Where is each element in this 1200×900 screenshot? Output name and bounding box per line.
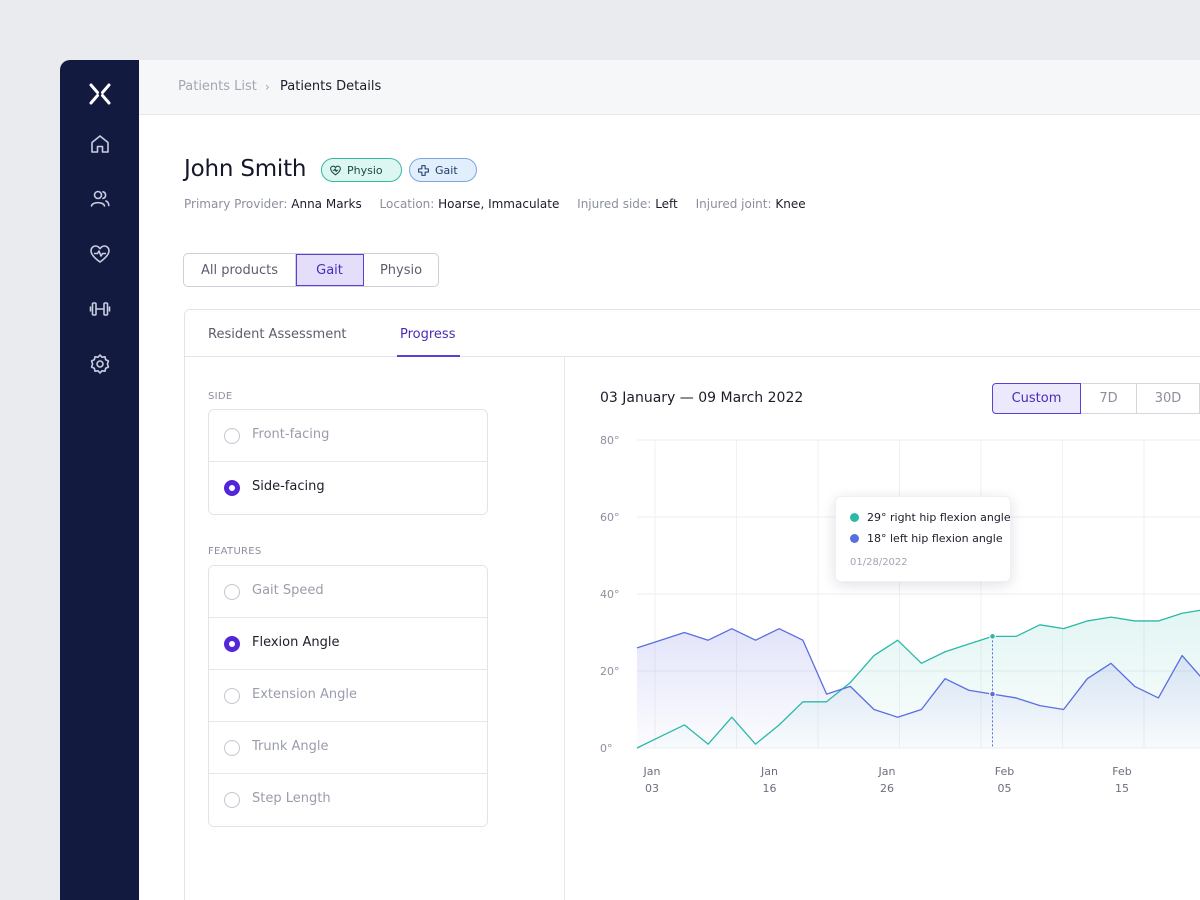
x-tick-day: 15 [1115, 782, 1129, 795]
product-filter: All products Gait Physio [183, 253, 439, 287]
x-tick-day: 03 [645, 782, 659, 795]
legend-dot [850, 513, 859, 522]
meta-value: Left [655, 197, 678, 211]
option-label: Step Length [252, 791, 331, 806]
highlight-point [989, 633, 996, 640]
meta-label: Injured joint: [695, 197, 772, 211]
users-icon[interactable] [88, 187, 112, 211]
flexion-chart: 0° 20° 40° 60° 80° Jan 03 Jan 16 Jan 26 Feb 05 Feb 15 [600, 430, 1200, 810]
tooltip-row: 29° right hip flexion angle [850, 511, 1011, 524]
meta-label: Injured side: [577, 197, 652, 211]
x-tick-day: 16 [763, 782, 777, 795]
range-7d[interactable]: 7D [1080, 383, 1137, 414]
chart-svg: 0° 20° 40° 60° 80° Jan 03 Jan 16 Jan 26 Feb 05 Feb 15 [600, 434, 1200, 795]
radio-button[interactable] [224, 428, 240, 444]
side-options: Front-facing Side-facing [208, 409, 488, 515]
meta-value: Anna Marks [291, 197, 362, 211]
breadcrumb-parent[interactable]: Patients List [178, 79, 257, 94]
tag-physio: Physio [321, 158, 402, 182]
y-tick-label: 60° [600, 511, 620, 524]
option-side-facing[interactable]: Side-facing [209, 462, 487, 514]
tag-label: Gait [435, 163, 458, 177]
patient-meta: Primary Provider: Anna Marks Location: H… [184, 197, 820, 211]
option-front-facing[interactable]: Front-facing [209, 410, 487, 462]
legend-dot [850, 534, 859, 543]
option-label: Gait Speed [252, 583, 324, 598]
radio-button[interactable] [224, 584, 240, 600]
option-step-length[interactable]: Step Length [209, 774, 487, 826]
y-tick-label: 0° [600, 742, 613, 755]
option-label: Side-facing [252, 479, 325, 494]
y-tick-label: 80° [600, 434, 620, 447]
radio-button-selected[interactable] [224, 480, 240, 496]
main-content: Patients List › Patients Details John Sm… [139, 60, 1200, 900]
chart-tooltip: 29° right hip flexion angle 18° left hip… [835, 496, 1011, 582]
option-extension-angle[interactable]: Extension Angle [209, 670, 487, 722]
meta-label: Primary Provider: [184, 197, 288, 211]
range-30d[interactable]: 30D [1136, 383, 1200, 414]
option-label: Trunk Angle [252, 739, 329, 754]
range-custom[interactable]: Custom [992, 383, 1081, 414]
tooltip-line-1: 29° right hip flexion angle [867, 511, 1011, 524]
filter-physio[interactable]: Physio [379, 262, 423, 278]
highlight-point [989, 690, 996, 698]
x-tick-day: 26 [880, 782, 894, 795]
y-tick-label: 40° [600, 588, 620, 601]
meta-value: Knee [775, 197, 806, 211]
settings-icon[interactable] [88, 352, 112, 376]
medical-cross-icon [418, 164, 429, 176]
divider [564, 357, 565, 900]
tooltip-line-2: 18° left hip flexion angle [867, 532, 1003, 545]
option-trunk-angle[interactable]: Trunk Angle [209, 722, 487, 774]
x-tick-month: Feb [1112, 765, 1131, 778]
filter-gait[interactable]: Gait [296, 254, 364, 286]
series-area [637, 628, 1200, 748]
filter-all-products[interactable]: All products [184, 254, 296, 286]
tab-resident-assessment[interactable]: Resident Assessment [208, 327, 347, 342]
dumbbell-icon[interactable] [88, 297, 112, 321]
x-tick-month: Jan [878, 765, 896, 778]
x-tick-day: 05 [998, 782, 1012, 795]
radio-button[interactable] [224, 792, 240, 808]
tooltip-date: 01/28/2022 [850, 557, 908, 568]
option-gait-speed[interactable]: Gait Speed [209, 566, 487, 618]
option-flexion-angle[interactable]: Flexion Angle [209, 618, 487, 670]
features-section-label: FEATURES [208, 546, 262, 557]
breadcrumb-current: Patients Details [280, 79, 382, 94]
x-tick-month: Feb [995, 765, 1014, 778]
range-selector: Custom 7D 30D [992, 383, 1200, 414]
heart-pulse-icon [330, 165, 341, 175]
active-tab-indicator [397, 355, 460, 357]
x-tick-month: Jan [643, 765, 661, 778]
radio-button[interactable] [224, 740, 240, 756]
assessment-panel: Resident Assessment Progress SIDE Front-… [184, 309, 1200, 900]
y-tick-label: 20° [600, 665, 620, 678]
date-range: 03 January — 09 March 2022 [600, 390, 804, 406]
tooltip-row: 18° left hip flexion angle [850, 532, 1003, 545]
option-label: Flexion Angle [252, 635, 340, 650]
option-label: Front-facing [252, 427, 330, 442]
top-bar: Patients List › Patients Details [139, 60, 1200, 115]
chevron-right-icon: › [265, 80, 270, 94]
x-tick-month: Jan [760, 765, 778, 778]
tab-progress[interactable]: Progress [400, 327, 456, 342]
side-section-label: SIDE [208, 391, 233, 402]
patient-name: John Smith [184, 156, 307, 182]
tag-label: Physio [347, 163, 383, 177]
tab-bar: Resident Assessment Progress [185, 310, 1200, 357]
tag-gait: Gait [409, 158, 477, 182]
sidebar [60, 60, 140, 900]
radio-button-selected[interactable] [224, 636, 240, 652]
meta-label: Location: [379, 197, 435, 211]
x-logo-icon[interactable] [88, 82, 112, 106]
meta-value: Hoarse, Immaculate [438, 197, 560, 211]
radio-button[interactable] [224, 688, 240, 704]
option-label: Extension Angle [252, 687, 357, 702]
home-icon[interactable] [88, 132, 112, 156]
feature-options: Gait Speed Flexion Angle Extension Angle… [208, 565, 488, 827]
heart-pulse-icon[interactable] [88, 242, 112, 266]
